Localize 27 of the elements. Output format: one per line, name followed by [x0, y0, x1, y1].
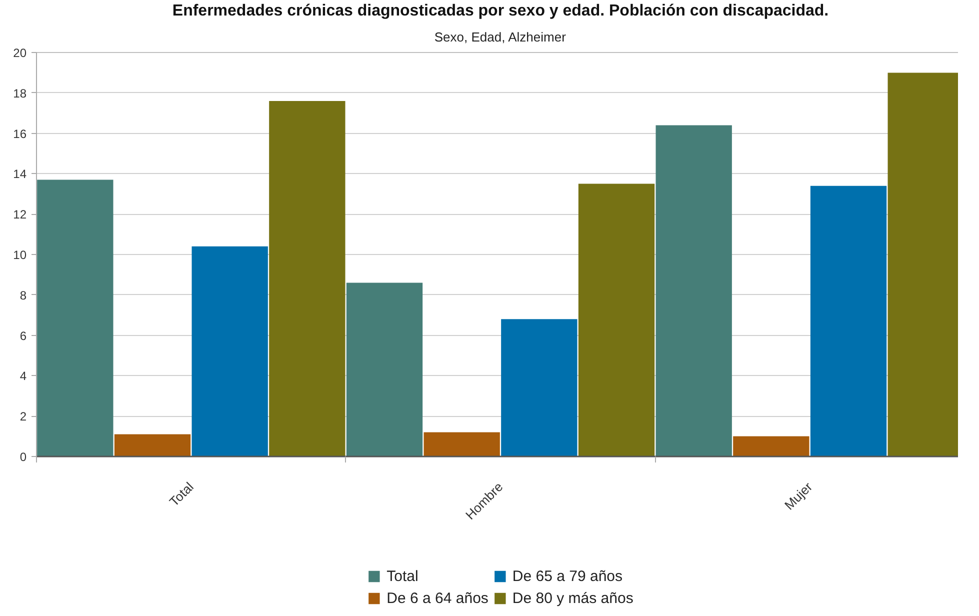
y-tick-label: 2	[20, 410, 27, 424]
y-tick-label: 10	[13, 248, 27, 262]
bar	[346, 282, 423, 456]
y-tick-label: 6	[20, 328, 27, 343]
bar	[733, 436, 810, 456]
y-tick-label: 8	[20, 288, 27, 302]
y-tick-label: 12	[13, 208, 27, 222]
legend-label: De 80 y más años	[512, 589, 634, 607]
bar	[424, 432, 500, 456]
bar	[578, 184, 655, 456]
chart-subtitle: Sexo, Edad, Alzheimer	[434, 30, 567, 44]
bar	[656, 125, 732, 456]
y-tick-label: 4	[20, 369, 27, 384]
bar	[37, 180, 114, 456]
y-tick-label: 16	[13, 126, 27, 141]
y-tick-label: 14	[13, 167, 27, 182]
bar	[192, 246, 268, 456]
y-tick-label: 0	[20, 450, 27, 464]
legend-label: De 6 a 64 años	[386, 589, 488, 607]
y-tick-label: 20	[13, 46, 27, 60]
bar	[114, 434, 191, 456]
legend-label: De 65 a 79 años	[512, 567, 623, 585]
legend-label: Total	[386, 567, 418, 585]
chart-title: Enfermedades crónicas diagnosticadas por sexo y edad. Población con discapacidad.	[172, 2, 829, 20]
y-tick-label: 18	[13, 86, 27, 100]
bar	[269, 100, 346, 456]
bar	[501, 319, 578, 456]
